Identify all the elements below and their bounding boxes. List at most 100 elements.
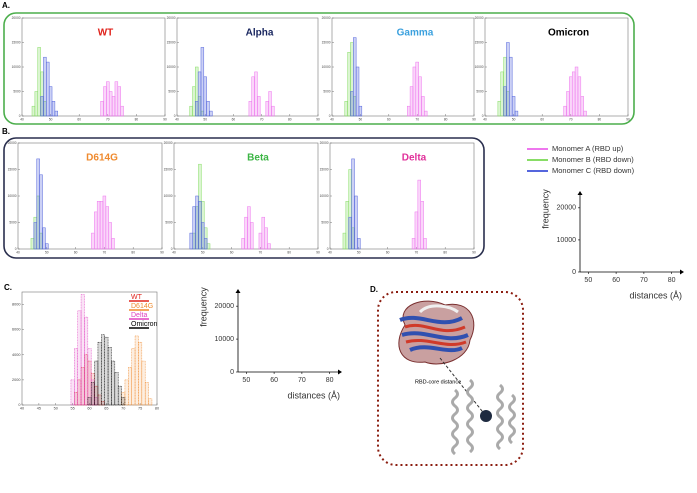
histogram-bar — [107, 346, 112, 406]
histogram-bar — [30, 238, 35, 250]
x-tick-label: 40 — [330, 117, 334, 121]
histogram-bar — [509, 56, 513, 117]
panel-d-box — [377, 291, 524, 466]
y-tick-label: 20000 — [164, 141, 173, 145]
histogram-bar — [90, 382, 95, 406]
x-tick-label: 50 — [359, 117, 363, 121]
y-tick-label: 0 — [482, 114, 484, 118]
y-tick-label: 20000 — [322, 16, 331, 20]
histogram-bar — [203, 76, 207, 117]
histogram-bar — [189, 232, 193, 250]
histogram-bar — [121, 392, 126, 406]
histogram-bar — [111, 96, 116, 117]
x-tick-label: 75 — [138, 407, 142, 411]
y-tick-label: 2000 — [12, 378, 20, 382]
y-arrow — [235, 289, 241, 293]
x-axis-label: distances (Å) — [287, 390, 340, 400]
histogram-bar — [54, 110, 58, 117]
x-tick-label: 50 — [242, 377, 250, 384]
plot-frame — [176, 17, 319, 117]
histogram-bar — [203, 238, 208, 250]
chart-title: Beta — [247, 153, 269, 164]
histogram-bar — [511, 96, 516, 117]
histogram-bar — [114, 81, 119, 117]
histogram-bar — [264, 227, 268, 250]
x-tick-label: 45 — [37, 407, 41, 411]
x-tick-label: 70 — [569, 117, 573, 121]
histogram-bar — [77, 310, 82, 406]
histogram-bar — [248, 101, 252, 117]
x-tick-label: 50 — [512, 117, 516, 121]
histogram-bar — [342, 232, 347, 250]
chart-title: WT — [98, 28, 114, 39]
y-tick-label: 15000 — [320, 167, 329, 171]
histogram-bar — [94, 385, 99, 406]
x-tick-label: 40 — [20, 117, 24, 121]
x-tick-label: 80 — [288, 117, 292, 121]
histogram-bar — [345, 201, 349, 250]
histogram-bar — [105, 206, 109, 250]
x-tick-label: 65 — [104, 407, 108, 411]
x-tick-label: 60 — [540, 117, 544, 121]
histogram-bar — [569, 76, 573, 117]
y-tick-label: 20000 — [320, 141, 329, 145]
histogram-bar — [420, 201, 424, 250]
histogram-bar — [574, 66, 579, 117]
y-tick-label: 0 — [171, 247, 173, 251]
chart-title: Alpha — [246, 28, 274, 39]
panel-label: A. — [2, 1, 10, 10]
histogram-bar — [250, 222, 254, 250]
y-tick-label: 10000 — [215, 336, 235, 343]
histogram-bar — [111, 238, 115, 250]
histogram-bar — [198, 201, 202, 250]
histogram-bar — [354, 195, 358, 250]
histogram-bar — [42, 227, 46, 250]
histogram-bar — [131, 348, 136, 406]
chart-title: D614G — [86, 153, 118, 164]
histogram-bar — [348, 216, 352, 250]
histogram-bar — [111, 360, 116, 406]
histogram-bar — [192, 86, 196, 117]
panel-a-box — [3, 12, 635, 125]
histogram-bar — [423, 238, 427, 250]
x-tick-label: 90 — [163, 117, 167, 121]
x-tick-label: 90 — [160, 250, 164, 254]
y-tick-label: 10000 — [320, 194, 329, 198]
x-tick-label: 80 — [326, 377, 334, 384]
histogram-bar — [415, 61, 419, 117]
histogram-bar — [407, 105, 411, 117]
histogram-bar — [353, 37, 357, 117]
x-tick-label: 80 — [668, 277, 676, 284]
legend-label: Monomer A (RBD up) — [552, 144, 624, 153]
histogram-bar — [40, 96, 44, 117]
y-arrow — [577, 191, 583, 195]
histogram-bar — [344, 101, 348, 117]
histogram-bar — [120, 105, 124, 117]
x-tick-label: 70 — [415, 117, 419, 121]
x-tick-label: 60 — [270, 377, 278, 384]
histogram-bar — [138, 341, 143, 406]
histogram-bar — [409, 86, 414, 117]
histogram-bar — [94, 211, 98, 250]
y-tick-label: 10000 — [557, 237, 577, 244]
panel-label: D. — [370, 285, 378, 294]
y-tick-label: 4000 — [12, 353, 20, 357]
x-tick-label: 90 — [626, 117, 630, 121]
histogram-bar — [33, 222, 37, 250]
y-tick-label: 5000 — [168, 89, 175, 93]
histogram-bar — [108, 222, 112, 250]
x-tick-label: 60 — [87, 407, 91, 411]
x-tick-label: 70 — [103, 250, 107, 254]
histogram-bar — [37, 47, 41, 117]
x-tick-label: 60 — [230, 250, 234, 254]
y-tick-label: 20000 — [215, 303, 235, 310]
histogram-bar — [267, 243, 271, 250]
y-tick-label: 10000 — [164, 194, 173, 198]
histogram-bar — [99, 201, 104, 250]
x-tick-label: 60 — [232, 117, 236, 121]
histogram-bar — [34, 91, 38, 117]
x-tick-label: 90 — [316, 250, 320, 254]
histogram-bar — [43, 56, 47, 117]
histogram-bar — [97, 341, 102, 406]
histogram-bar — [128, 367, 132, 406]
